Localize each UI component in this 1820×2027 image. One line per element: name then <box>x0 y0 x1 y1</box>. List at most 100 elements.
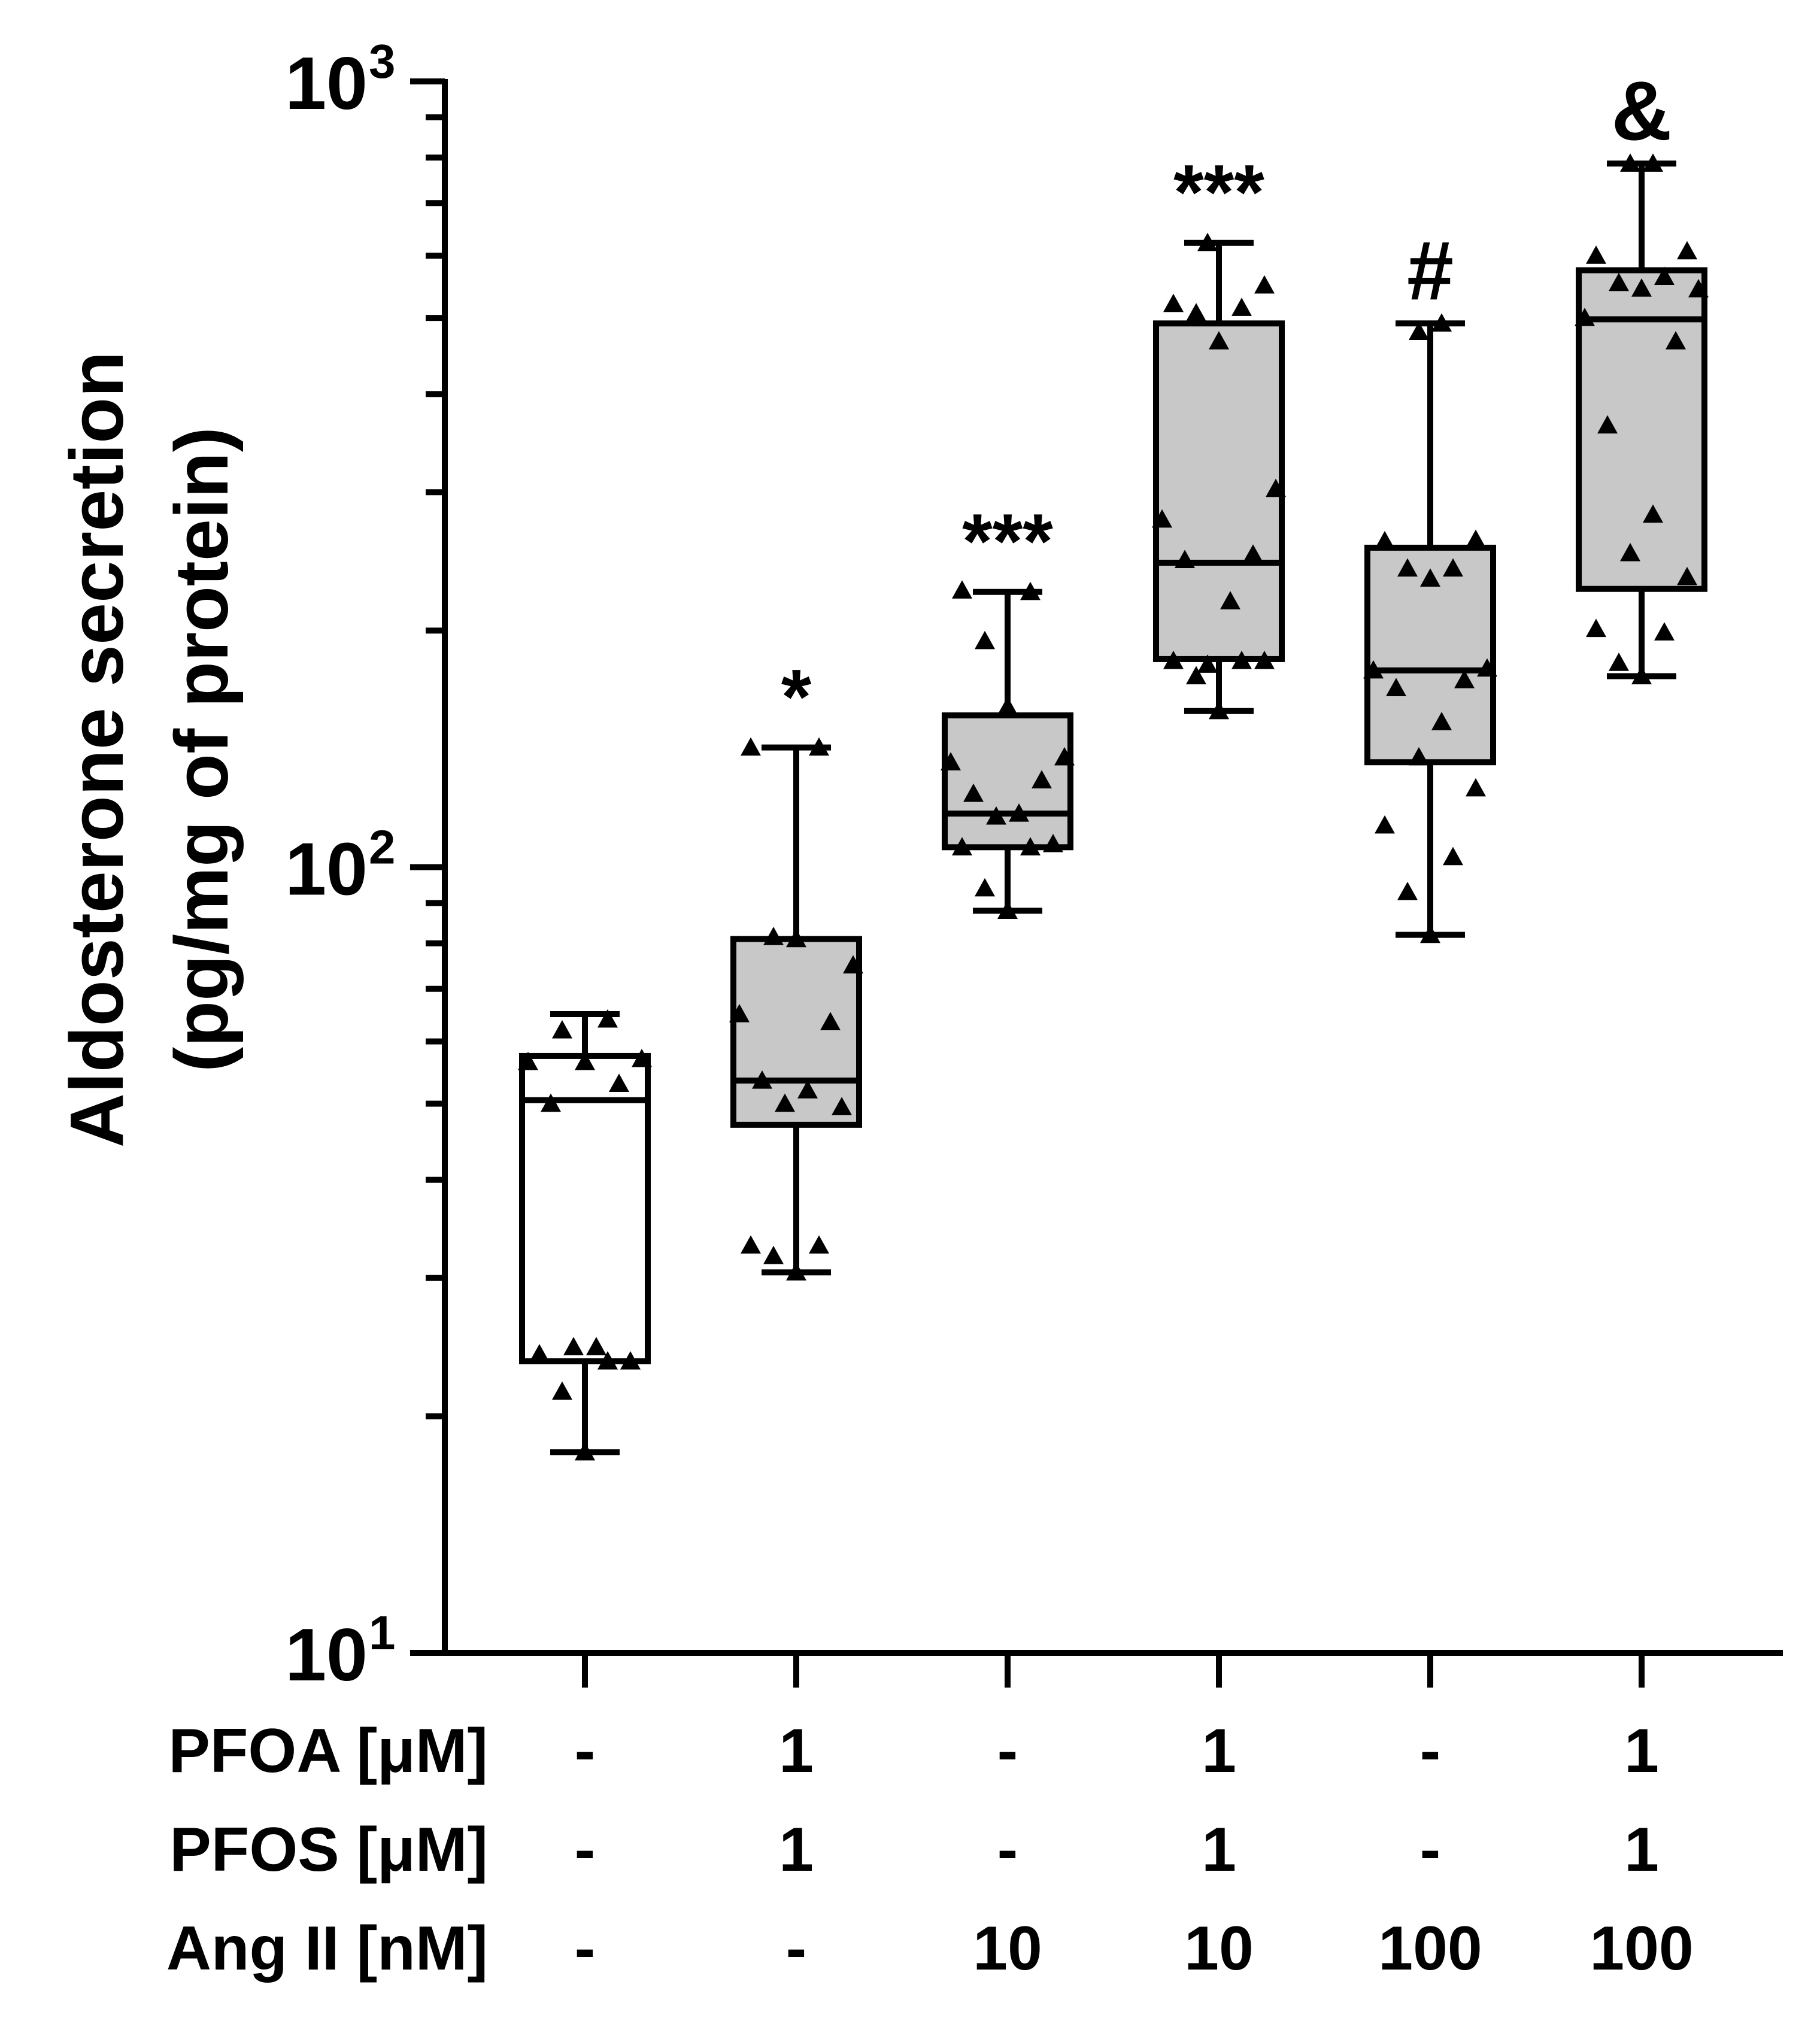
treatment-table: PFOA [μM] - 1 - 1 - 1 PFOS [μM] - 1 - 1 - 1 Ang II [nM… <box>166 1716 1694 1983</box>
data-point <box>1431 313 1452 332</box>
data-point <box>1254 651 1275 669</box>
data-point <box>741 737 761 756</box>
data-point <box>1666 331 1686 350</box>
data-point <box>1586 245 1606 264</box>
cell-pfoa-6: 1 <box>1624 1716 1659 1786</box>
data-point <box>809 737 829 756</box>
data-point <box>609 1073 629 1092</box>
data-point <box>997 696 1018 715</box>
cell-pfoa-4: 1 <box>1202 1716 1236 1786</box>
data-point <box>975 630 995 650</box>
data-point <box>1243 544 1263 563</box>
cell-angii-3: 10 <box>973 1914 1042 1983</box>
data-point <box>1209 700 1229 720</box>
data-point <box>1386 678 1406 696</box>
data-point <box>552 1019 572 1039</box>
data-point <box>1431 712 1452 730</box>
data-point <box>986 806 1006 825</box>
box <box>1153 320 1285 662</box>
data-point <box>529 1343 550 1363</box>
significance-mark-6: & <box>1611 63 1672 157</box>
cell-pfos-5: - <box>1420 1815 1441 1885</box>
cell-pfos-3: - <box>997 1815 1018 1885</box>
cell-pfos-2: 1 <box>779 1815 814 1885</box>
data-point <box>1175 550 1195 568</box>
cell-angii-2: - <box>786 1914 807 1983</box>
data-point <box>952 837 972 855</box>
box-group-1 <box>518 1009 652 1461</box>
data-point <box>1375 530 1395 550</box>
data-point <box>1231 651 1252 669</box>
data-point <box>1586 618 1606 638</box>
box <box>942 712 1073 851</box>
data-point <box>1466 778 1486 797</box>
data-point <box>1020 581 1041 600</box>
data-point <box>541 1093 561 1112</box>
data-point <box>1197 654 1218 673</box>
y-tick-exponent: 2 <box>369 821 396 874</box>
data-point <box>1420 924 1440 943</box>
data-point <box>1443 558 1463 577</box>
data-point <box>575 1442 595 1461</box>
data-point <box>1009 803 1029 822</box>
data-point <box>963 783 984 802</box>
data-point <box>786 928 806 948</box>
row-label-pfoa: PFOA [μM] <box>169 1716 488 1786</box>
row-label-angii: Ang II [nM] <box>166 1914 488 1983</box>
data-point <box>1409 747 1429 766</box>
cell-pfoa-5: - <box>1420 1716 1441 1786</box>
data-point <box>1220 591 1240 609</box>
data-point <box>1631 278 1652 297</box>
data-point <box>620 1351 641 1370</box>
cell-pfos-6: 1 <box>1624 1815 1659 1885</box>
data-point <box>1631 666 1652 685</box>
data-point <box>797 1080 818 1099</box>
significance-mark-3: *** <box>962 497 1053 585</box>
data-point <box>741 1235 761 1254</box>
data-point <box>1209 331 1229 350</box>
data-point <box>1409 321 1429 340</box>
cell-pfoa-1: - <box>575 1716 596 1786</box>
significance-mark-4: *** <box>1173 148 1264 236</box>
data-point <box>1266 478 1286 497</box>
data-point <box>1054 747 1075 766</box>
data-point <box>1043 833 1063 852</box>
y-tick-label: 10 1 <box>285 1606 395 1697</box>
data-point <box>597 1009 618 1028</box>
box-group-6 <box>1575 153 1709 685</box>
data-point <box>843 955 863 974</box>
data-point <box>1575 308 1595 326</box>
data-point <box>1643 153 1663 172</box>
data-point <box>1654 266 1675 286</box>
y-tick-base: 10 <box>285 43 368 125</box>
cell-pfoa-3: - <box>997 1716 1018 1786</box>
data-point <box>775 1093 795 1112</box>
data-point <box>575 1051 595 1070</box>
box-group-3 <box>941 580 1075 919</box>
data-point <box>1152 509 1172 528</box>
boxes <box>518 153 1709 1461</box>
data-point <box>597 1351 618 1370</box>
y-tick-label: 10 2 <box>285 821 395 911</box>
data-point <box>1397 558 1418 577</box>
data-point <box>1654 622 1675 641</box>
data-point <box>1363 660 1384 679</box>
cell-angii-5: 100 <box>1378 1914 1482 1983</box>
y-axis-label-line1: Aldosterone secretion <box>54 351 139 1148</box>
data-point <box>832 1097 852 1115</box>
data-point <box>1620 542 1640 562</box>
cell-angii-1: - <box>575 1914 596 1983</box>
data-point <box>1186 303 1206 321</box>
data-point <box>763 927 784 945</box>
significance-mark-2: * <box>781 653 812 741</box>
data-point <box>1163 651 1184 669</box>
data-point <box>563 1337 584 1355</box>
data-point <box>1677 241 1697 260</box>
cell-angii-6: 100 <box>1590 1914 1694 1983</box>
data-point <box>552 1381 572 1400</box>
data-point <box>1677 566 1697 585</box>
data-point <box>1231 298 1252 316</box>
data-point <box>1620 153 1640 172</box>
